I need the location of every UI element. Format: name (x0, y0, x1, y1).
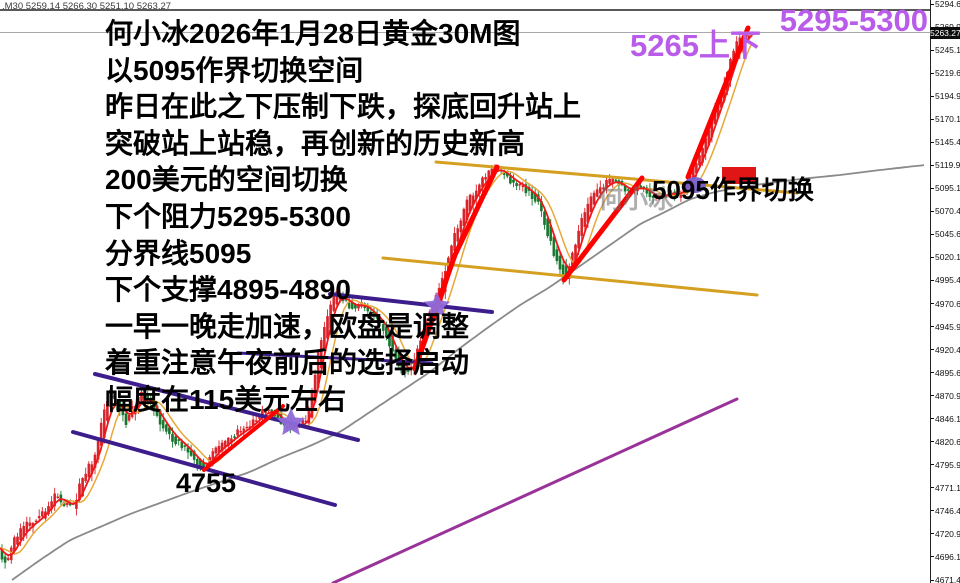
axis-tick (931, 326, 934, 328)
purple-ellipse-marker[interactable] (684, 177, 706, 193)
axis-price-label: 5119.90 (935, 160, 960, 171)
axis-price-label: 5194.90 (935, 91, 960, 102)
axis-tick (931, 118, 934, 120)
watermark-text: 何小冰 (598, 186, 674, 214)
magenta-rising-line[interactable] (331, 397, 739, 583)
red-impulse-2[interactable] (412, 164, 500, 371)
axis-price-label: 4970.65 (935, 298, 960, 309)
axis-price-label: 5020.15 (935, 252, 960, 263)
note-line-7: 分界线5095 (105, 237, 252, 269)
axis-price-label: 4720.90 (935, 528, 960, 539)
note-line-3: 昨日在此之下压制下跌，探底回升站上 (105, 91, 582, 123)
axis-price-label: 4820.65 (935, 436, 960, 447)
axis-tick (931, 464, 934, 466)
axis-tick (931, 395, 934, 397)
note-line-8: 下个支撑4895-4890 (105, 274, 351, 306)
axis-tick (931, 210, 934, 212)
note-line-1: 何小冰2026年1月28日黄金30M图 (105, 18, 521, 49)
note-line-4: 突破站上站稳，再创新的历史新高 (105, 127, 526, 159)
note-line-11: 幅度在115美元左右 (105, 383, 347, 415)
swing-low-4755-label: 4755 (176, 468, 237, 498)
note-line-2: 以5095作界切换空间 (105, 54, 364, 86)
axis-tick (931, 349, 934, 351)
axis-price-label: 4696.15 (935, 551, 960, 562)
axis-tick (931, 3, 934, 5)
axis-price-label: 5045.65 (935, 229, 960, 240)
axis-price-label: 4870.90 (935, 390, 960, 401)
note-line-9: 一早一晚走加速，欧盘是调整 (105, 310, 470, 342)
ma-slow-line (11, 164, 925, 581)
candles-layer (0, 31, 754, 569)
star-mid-marker[interactable] (423, 292, 451, 318)
axis-tick (931, 372, 934, 374)
red-impulse-1[interactable] (202, 404, 285, 472)
axis-price-label: 4746.40 (935, 505, 960, 516)
axis-tick (931, 303, 934, 305)
axis-price-label: 4846.15 (935, 413, 960, 424)
boundary-5095-label: 5095作界切换 (652, 175, 814, 205)
axis-price-label: 5219.65 (935, 68, 960, 79)
purple-gentle-line[interactable] (236, 351, 434, 365)
axis-price-label: 5145.40 (935, 137, 960, 148)
axis-tick (931, 279, 934, 281)
axis-tick (931, 256, 934, 258)
ma-fast-line (0, 34, 753, 557)
axis-price-label: 5245.15 (935, 45, 960, 56)
axis-price-label: 5294.65 (935, 0, 960, 9)
axis-price-label: 5095.15 (935, 183, 960, 194)
red-highlight-box[interactable] (722, 167, 756, 184)
axis-tick (931, 164, 934, 166)
current-price-tag: 5263.27 (930, 27, 960, 39)
axis-price-label: 4945.90 (935, 321, 960, 332)
resistance-label: 5295-5300 (779, 3, 928, 38)
axis-price-label: 4920.40 (935, 344, 960, 355)
price-axis[interactable]: 5294.655269.905245.155219.655194.905170.… (930, 0, 960, 583)
axis-price-label: 4895.65 (935, 367, 960, 378)
axis-price-label: 5070.40 (935, 206, 960, 217)
axis-tick (931, 95, 934, 97)
axis-tick (931, 233, 934, 235)
axis-tick (931, 556, 934, 558)
axis-price-label: 4771.15 (935, 482, 960, 493)
ma-medium-line (0, 42, 753, 555)
axis-tick (931, 141, 934, 143)
axis-price-label: 4795.90 (935, 459, 960, 470)
red-impulse-4[interactable] (685, 25, 751, 180)
axis-price-label: 4671.40 (935, 575, 960, 583)
purple-channel-upper[interactable] (93, 372, 360, 442)
level-5265-label: 5265上下 (630, 28, 761, 63)
axis-tick (931, 418, 934, 420)
star-low-marker[interactable] (276, 408, 306, 436)
axis-tick (931, 579, 934, 581)
note-line-5: 200美元的空间切换 (105, 164, 348, 196)
red-impulse-3[interactable] (561, 175, 645, 283)
axis-tick (931, 72, 934, 74)
note-line-10: 着重注意午夜前后的选择启动 (105, 347, 470, 379)
purple-mid-line[interactable] (328, 292, 494, 314)
axis-tick (931, 187, 934, 189)
axis-tick (931, 533, 934, 535)
axis-price-label: 5170.15 (935, 114, 960, 125)
note-line-6: 下个阻力5295-5300 (105, 200, 351, 232)
axis-tick (931, 441, 934, 443)
axis-tick (931, 510, 934, 512)
axis-tick (931, 487, 934, 489)
orange-channel-lower[interactable] (381, 256, 759, 297)
analysis-note-block: 何小冰2026年1月28日黄金30M图 以5095作界切换空间昨日在此之下压制下跌… (105, 16, 581, 419)
ohlc-header: ,M30 5259.14 5266.30 5251.10 5263.27 (2, 1, 172, 12)
axis-price-label: 4995.40 (935, 275, 960, 286)
axis-tick (931, 49, 934, 51)
